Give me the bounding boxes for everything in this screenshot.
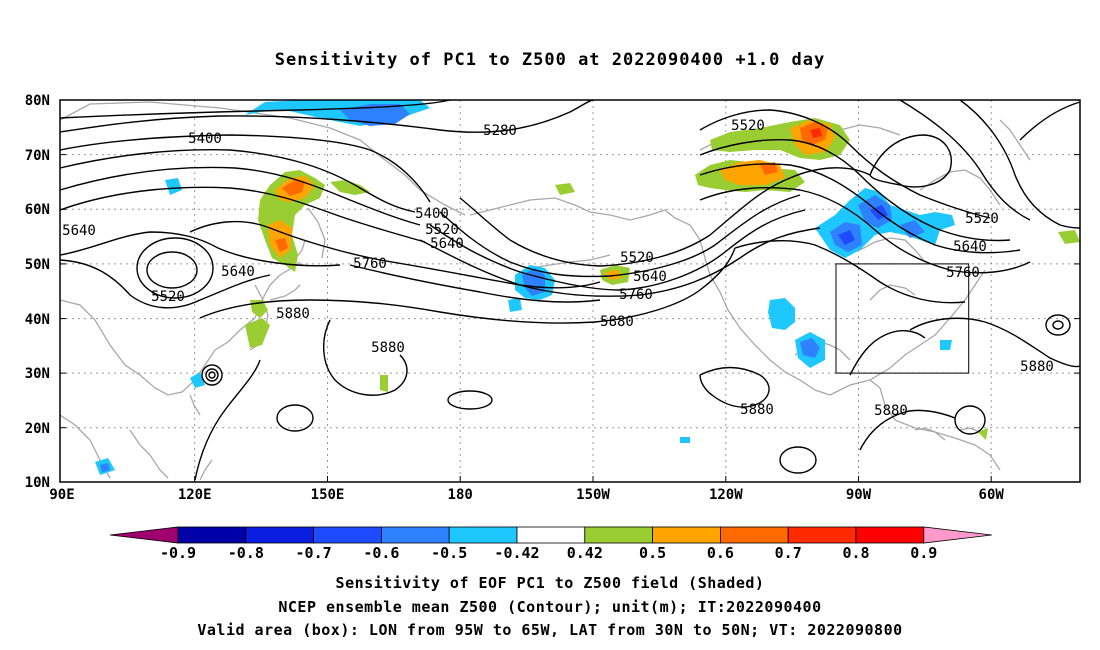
colorbar-label: -0.9: [160, 544, 196, 562]
contour-labels: 5280 5400 5520 5400 5520 5640 5640 5760 …: [62, 118, 1054, 419]
colorbar: -0.9 -0.8 -0.7 -0.6 -0.5 -0.42 0.42 0.5 0.6 0.7 0.…: [109, 526, 992, 562]
footer-line-3: Valid area (box): LON from 95W to 65W, L…: [197, 621, 903, 639]
lon-labels: 90E 120E 150E 180 150W 120W 90W 60W: [49, 487, 1004, 503]
lon-label: 90W: [846, 487, 872, 503]
lon-label: 180: [448, 487, 473, 503]
lat-label: 10N: [25, 475, 50, 491]
lat-label: 60N: [25, 202, 50, 218]
colorbar-label: -0.42: [494, 544, 539, 562]
map-frame: [59, 99, 1081, 483]
colorbar-label: 0.42: [567, 544, 603, 562]
contour-label: 5520: [731, 118, 765, 134]
plot-title: Sensitivity of PC1 to Z500 at 2022090400…: [274, 50, 826, 70]
colorbar-arrow-high: [923, 526, 992, 544]
contour-label: 5640: [430, 236, 464, 252]
lat-label: 80N: [25, 93, 50, 109]
colorbar-segment: [584, 526, 653, 544]
contour-label: 5880: [740, 402, 774, 418]
lon-label: 120W: [709, 487, 743, 503]
contour-label: 5640: [221, 264, 255, 280]
contour-label: 5640: [953, 239, 987, 255]
colorbar-label: -0.8: [228, 544, 264, 562]
colorbar-label: 0.7: [775, 544, 802, 562]
lat-label: 40N: [25, 312, 50, 328]
contour-label: 5640: [62, 223, 96, 239]
axis-ticks: [60, 99, 1080, 482]
graticule: [60, 100, 1080, 482]
lon-label: 60W: [979, 487, 1005, 503]
contour-label: 5880: [371, 340, 405, 356]
contour-label: 5520: [425, 222, 459, 238]
valid-area-box: [835, 263, 970, 374]
colorbar-segment: [313, 526, 382, 544]
lon-label: 120E: [178, 487, 212, 503]
colorbar-label: -0.5: [431, 544, 467, 562]
lat-labels: 80N 70N 60N 50N 40N 30N 20N 10N: [25, 93, 50, 491]
contour-label: 5520: [151, 289, 185, 305]
colorbar-segment: [380, 526, 450, 544]
colorbar-segment: [787, 526, 857, 544]
colorbar-segment: [652, 526, 721, 544]
footer-line-2: NCEP ensemble mean Z500 (Contour); unit(…: [278, 598, 822, 616]
colorbar-segment: [516, 526, 586, 544]
contour-label: 5880: [600, 314, 634, 330]
lat-label: 50N: [25, 257, 50, 273]
contour-label: 5520: [620, 250, 654, 266]
lon-label: 90E: [49, 487, 74, 503]
footer-line-1: Sensitivity of EOF PC1 to Z500 field (Sh…: [335, 574, 765, 592]
lat-label: 20N: [25, 421, 50, 437]
contour-label: 5640: [633, 269, 667, 285]
lat-label: 70N: [25, 148, 50, 164]
colorbar-label: 0.9: [910, 544, 937, 562]
contour-label: 5520: [965, 211, 999, 227]
colorbar-label: -0.6: [363, 544, 399, 562]
colorbar-label: 0.5: [639, 544, 666, 562]
lon-label: 150E: [311, 487, 345, 503]
contour-label: 5400: [415, 206, 449, 222]
colorbar-segment: [855, 526, 925, 544]
colorbar-arrow-low: [109, 526, 179, 544]
contour-label: 5880: [874, 403, 908, 419]
contour-label: 5760: [619, 287, 653, 303]
colorbar-segment: [177, 526, 247, 544]
colorbar-segment: [720, 526, 789, 544]
colorbar-label: 0.8: [842, 544, 869, 562]
contour-label: 5880: [1020, 359, 1054, 375]
contour-label: 5760: [946, 265, 980, 281]
colorbar-label: 0.6: [707, 544, 734, 562]
contour-label: 5760: [353, 256, 387, 272]
contour-label: 5280: [483, 123, 517, 139]
lat-label: 30N: [25, 366, 50, 382]
lon-label: 150W: [576, 487, 610, 503]
z500-contours: [59, 99, 1081, 481]
colorbar-segment: [448, 526, 518, 544]
colorbar-label: -0.7: [296, 544, 332, 562]
colorbar-segment: [245, 526, 315, 544]
contour-label: 5400: [188, 131, 222, 147]
contour-label: 5880: [276, 306, 310, 322]
